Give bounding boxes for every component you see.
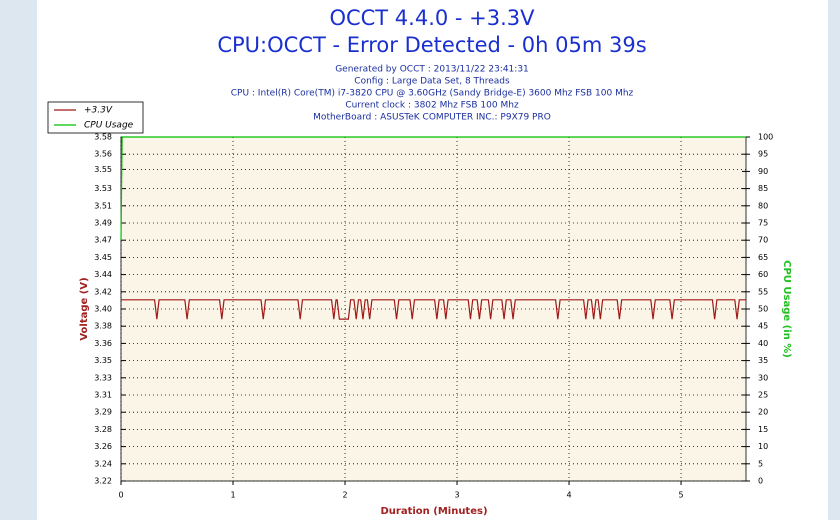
y-tick-label: 3.36 — [94, 339, 112, 348]
chart-title: OCCT 4.4.0 - +3.3V — [329, 6, 535, 30]
y2-tick-label: 75 — [758, 219, 768, 228]
x-tick-label: 4 — [566, 491, 571, 500]
y-tick-label: 3.47 — [94, 236, 112, 245]
y-tick-label: 3.38 — [94, 322, 112, 331]
chart-detail: Current clock : 3802 Mhz FSB 100 Mhz — [345, 101, 519, 111]
y2-tick-label: 20 — [758, 408, 768, 417]
y2-axis-label: CPU Usage (in %) — [781, 260, 792, 358]
y-tick-label: 3.42 — [94, 287, 112, 296]
chart-subtitle: CPU:OCCT - Error Detected - 0h 05m 39s — [217, 33, 646, 57]
x-tick-label: 2 — [342, 491, 347, 500]
y-tick-label: 3.33 — [94, 373, 112, 382]
y-tick-label: 3.31 — [94, 391, 112, 400]
y2-tick-label: 70 — [758, 236, 768, 245]
y2-tick-label: 5 — [758, 459, 763, 468]
y-tick-label: 3.55 — [94, 165, 112, 174]
legend-label: +3.3V — [84, 106, 113, 116]
y2-tick-label: 85 — [758, 184, 768, 193]
y2-tick-label: 50 — [758, 305, 768, 314]
y2-tick-label: 55 — [758, 287, 768, 296]
y-tick-label: 3.51 — [94, 201, 112, 210]
y2-tick-label: 40 — [758, 339, 768, 348]
chart-detail: Generated by OCCT : 2013/11/22 23:41:31 — [335, 65, 529, 75]
y-tick-label: 3.22 — [94, 477, 112, 486]
y2-tick-label: 45 — [758, 322, 768, 331]
y-tick-label: 3.24 — [94, 459, 112, 468]
series-line — [121, 299, 746, 320]
y2-tick-label: 100 — [758, 133, 773, 142]
y-tick-label: 3.49 — [94, 219, 112, 228]
y2-tick-label: 0 — [758, 477, 763, 486]
y2-tick-label: 10 — [758, 442, 768, 451]
y-axis-label: Voltage (V) — [79, 277, 90, 340]
y2-tick-label: 25 — [758, 391, 768, 400]
y-tick-label: 3.40 — [94, 305, 112, 314]
chart-detail: CPU : Intel(R) Core(TM) i7-3820 CPU @ 3.… — [231, 89, 634, 99]
legend-box — [47, 101, 144, 134]
y2-tick-label: 80 — [758, 201, 768, 210]
y-tick-label: 3.45 — [94, 253, 112, 262]
y-tick-label: 3.35 — [94, 356, 112, 365]
chart-detail: MotherBoard : ASUSTeK COMPUTER INC.: P9X… — [313, 113, 551, 123]
y-tick-label: 3.26 — [94, 442, 112, 451]
y2-tick-label: 95 — [758, 150, 768, 159]
x-tick-label: 5 — [678, 491, 683, 500]
chart-detail: Config : Large Data Set, 8 Threads — [354, 77, 510, 87]
y-tick-label: 3.56 — [94, 150, 112, 159]
y2-tick-label: 30 — [758, 373, 768, 382]
y-tick-label: 3.58 — [94, 133, 112, 142]
y2-tick-label: 60 — [758, 270, 768, 279]
y-tick-label: 3.29 — [94, 408, 112, 417]
legend-label: CPU Usage — [84, 121, 134, 131]
y2-tick-label: 35 — [758, 356, 768, 365]
y-tick-label: 3.53 — [94, 184, 112, 193]
x-axis-label: Duration (Minutes) — [380, 506, 487, 517]
series-line — [120, 136, 746, 241]
y-tick-label: 3.28 — [94, 425, 112, 434]
y2-tick-label: 65 — [758, 253, 768, 262]
x-tick-label: 1 — [230, 491, 235, 500]
y2-tick-label: 90 — [758, 167, 768, 176]
y-tick-label: 3.44 — [94, 270, 112, 279]
x-tick-label: 3 — [454, 491, 459, 500]
x-tick-label: 0 — [118, 491, 123, 500]
y2-tick-label: 15 — [758, 425, 768, 434]
